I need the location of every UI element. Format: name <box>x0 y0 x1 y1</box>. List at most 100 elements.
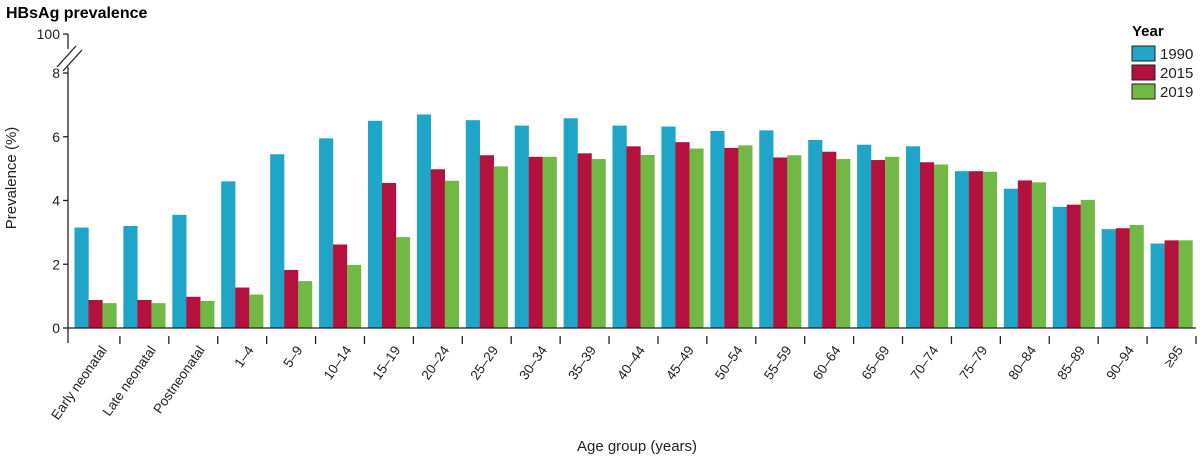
x-tick-label: 65–69 <box>859 343 893 382</box>
bar-1990 <box>759 130 774 329</box>
bar-2015 <box>773 157 788 328</box>
legend: Year 1990 2015 2019 <box>1131 23 1193 101</box>
x-tick-label: 70–74 <box>908 343 942 383</box>
bar-2019 <box>1080 199 1095 328</box>
bar-2019 <box>885 156 900 328</box>
bar-2015 <box>871 160 886 328</box>
bar-1990 <box>1101 229 1116 328</box>
bars <box>74 114 1193 329</box>
x-tick-label: 10–14 <box>321 343 355 383</box>
x-tick-label: 60–64 <box>810 343 844 383</box>
bar-2015 <box>724 147 739 328</box>
bar-2015 <box>430 169 446 328</box>
bar-2015 <box>381 182 397 328</box>
bar-2015 <box>528 156 543 328</box>
bar-2015 <box>333 244 348 328</box>
y-axis-label: Prevalence (%) <box>3 127 20 230</box>
legend-swatch-2015 <box>1131 64 1156 81</box>
bar-2015 <box>577 153 592 328</box>
bar-1990 <box>1052 206 1067 329</box>
bar-1990 <box>465 120 480 329</box>
bar-2019 <box>102 303 117 328</box>
bar-2015 <box>1017 180 1032 328</box>
x-tick-label: Postneonatal <box>150 343 207 416</box>
bar-1990 <box>563 118 578 328</box>
bar-2015 <box>822 151 837 328</box>
bar-1990 <box>221 181 236 329</box>
legend-swatch-1990 <box>1131 45 1156 62</box>
bar-2019 <box>1129 225 1144 328</box>
bar-2015 <box>1066 204 1081 328</box>
x-tick-label: 15–19 <box>370 343 404 382</box>
y-tick-label: 8 <box>52 65 60 81</box>
bar-1990 <box>270 154 285 328</box>
bar-1990 <box>74 227 89 328</box>
bar-2015 <box>1115 228 1130 328</box>
x-axis-label: Age group (years) <box>577 438 697 455</box>
bar-2015 <box>675 142 690 328</box>
bar-2019 <box>542 156 557 328</box>
bar-2019 <box>836 159 851 328</box>
bar-2019 <box>493 166 508 328</box>
x-tick-label: 90–94 <box>1103 343 1137 383</box>
bar-2015 <box>1164 240 1179 328</box>
x-tick-label: 35–39 <box>565 343 599 382</box>
y-tick-label: 100 <box>37 26 61 42</box>
bar-1990 <box>661 126 676 328</box>
bar-1990 <box>172 214 187 328</box>
bar-2019 <box>1178 240 1193 328</box>
bar-1990 <box>954 171 970 328</box>
y-tick-label: 6 <box>52 129 60 145</box>
bar-2019 <box>738 145 753 328</box>
x-tick-label: 55–59 <box>761 343 795 382</box>
bar-1990 <box>612 125 627 328</box>
bar-2015 <box>479 155 494 328</box>
x-tick-label: 25–29 <box>467 343 501 382</box>
bar-2019 <box>298 281 313 328</box>
x-tick-label: 85–89 <box>1054 343 1088 382</box>
x-tick-label: 40–44 <box>614 343 648 383</box>
x-tick-label: 20–24 <box>418 343 452 383</box>
bar-1990 <box>857 144 872 328</box>
legend-label-1990: 1990 <box>1160 46 1193 63</box>
legend-label-2015: 2015 <box>1160 65 1193 82</box>
bar-2019 <box>444 180 459 328</box>
bar-1990 <box>123 226 138 328</box>
x-tick-label: ≥95 <box>1161 343 1186 370</box>
bar-1990 <box>367 120 383 328</box>
x-tick-label: 30–34 <box>516 343 550 383</box>
y-tick-label: 0 <box>52 320 60 336</box>
bar-2019 <box>689 148 704 328</box>
bar-2019 <box>249 294 264 328</box>
bar-2019 <box>982 171 998 328</box>
axis-break-mark <box>62 49 83 72</box>
legend-swatch-2019 <box>1131 83 1156 100</box>
bar-2019 <box>151 303 166 328</box>
bar-2015 <box>88 299 103 328</box>
bar-2015 <box>235 287 250 328</box>
bar-2019 <box>640 154 655 328</box>
y-axis: 100 0 2 4 6 8 <box>37 26 83 336</box>
x-tick-label: 1–4 <box>231 343 256 370</box>
bar-1990 <box>319 138 334 328</box>
bar-2015 <box>137 299 152 328</box>
legend-label-2019: 2019 <box>1160 84 1193 101</box>
bar-1990 <box>416 114 432 328</box>
bar-2015 <box>919 162 935 328</box>
x-tick-label: 5–9 <box>280 343 305 370</box>
bar-2015 <box>186 296 201 328</box>
bar-2019 <box>787 155 802 328</box>
chart-title: HBsAg prevalence <box>6 5 147 22</box>
y-tick-label: 4 <box>52 193 60 209</box>
axis-break-mark <box>56 45 77 68</box>
bar-1990 <box>514 125 529 328</box>
x-tick-label: 45–49 <box>663 343 697 382</box>
y-tick-label: 2 <box>52 256 60 272</box>
x-tick-label: 80–84 <box>1005 343 1039 383</box>
bar-2015 <box>284 269 299 328</box>
legend-title: Year <box>1132 23 1164 40</box>
bar-2019 <box>395 237 411 328</box>
bar-1990 <box>1150 243 1165 328</box>
